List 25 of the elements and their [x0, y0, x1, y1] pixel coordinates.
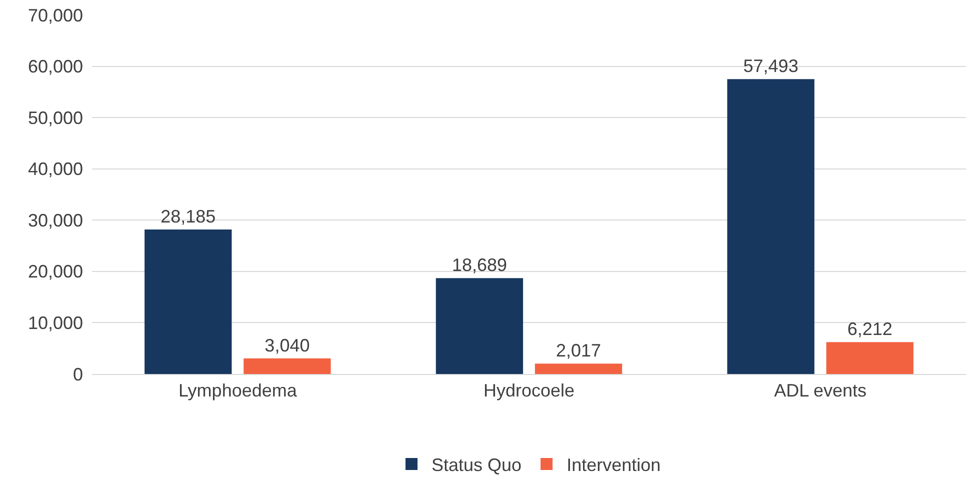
y-tick-label: 10,000	[28, 313, 83, 334]
data-label: 6,212	[847, 319, 892, 340]
data-label: 57,493	[743, 56, 798, 76]
data-label: 3,040	[264, 335, 310, 356]
y-tick-label: 20,000	[28, 262, 83, 282]
legend-label: Intervention	[566, 455, 661, 476]
legend-label: Status Quo	[432, 455, 522, 476]
data-label: 18,689	[452, 255, 508, 276]
bar	[436, 278, 524, 374]
x-tick-label: ADL events	[774, 380, 867, 401]
y-tick-label: 60,000	[28, 56, 83, 77]
bar	[826, 342, 914, 374]
y-tick-label: 0	[72, 364, 83, 384]
x-tick-label: Lymphoedema	[178, 380, 298, 401]
y-tick-label: 70,000	[28, 5, 83, 26]
bar	[244, 358, 331, 374]
x-tick-label: Hydrocoele	[483, 380, 575, 401]
bar	[534, 364, 622, 374]
data-label: 2,017	[556, 340, 602, 361]
bar	[727, 79, 814, 374]
data-label: 28,185	[160, 206, 216, 226]
y-tick-label: 40,000	[28, 159, 83, 180]
y-tick-label: 50,000	[28, 108, 83, 128]
bar	[144, 229, 232, 374]
y-tick-label: 30,000	[28, 210, 83, 230]
